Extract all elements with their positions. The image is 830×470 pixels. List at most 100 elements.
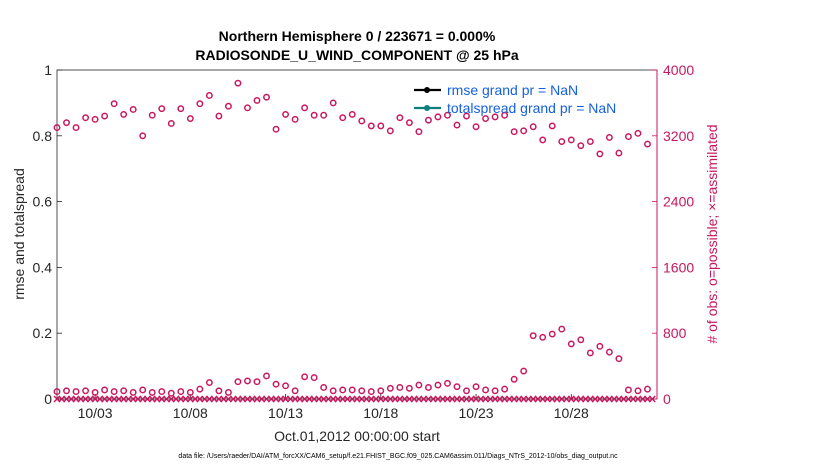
possible-obs-point [139,386,147,394]
x-tick-label: 10/23 [459,405,494,421]
possible-obs-point [482,115,490,122]
plot-area [56,69,658,400]
possible-obs-point [310,111,318,119]
possible-obs-point [129,388,137,396]
possible-obs-point [634,129,642,137]
possible-obs-point [215,112,223,120]
possible-obs-point [548,122,556,130]
possible-obs-point [529,123,537,131]
possible-obs-point [424,116,432,124]
possible-obs-point [377,122,385,130]
possible-obs-point [310,374,318,382]
right-axis: 0 800 1600 2400 3200 4000 [652,62,694,407]
data-file-footnote: data file: /Users/raeder/DAI/ATM_forcXX/… [178,453,618,460]
possible-obs-point [291,115,299,123]
data-marks [53,79,656,403]
possible-obs-point [205,379,213,386]
possible-obs-point [624,386,632,394]
possible-obs-point [624,133,632,141]
possible-obs-point [215,387,223,395]
left-tick-label: 0.8 [33,128,53,144]
possible-obs-point [405,384,413,392]
possible-obs-point [339,386,347,394]
possible-obs-point [158,105,166,113]
chart-subtitle: RADIOSONDE_U_WIND_COMPONENT @ 25 hPa [195,47,518,63]
right-tick-label: 3200 [663,128,694,144]
possible-obs-point [91,115,99,123]
possible-obs-point [529,332,537,340]
legend: rmse grand pr = NaN totalspread grand pr… [414,82,616,116]
possible-obs-point [186,388,194,396]
left-tick-label: 0 [44,391,52,407]
possible-obs-point [396,114,404,122]
possible-obs-point [253,378,261,386]
possible-obs-point [301,373,309,381]
possible-obs-point [234,79,242,87]
possible-obs-point [415,381,423,389]
possible-obs-point [53,124,61,132]
possible-obs-point [110,388,118,396]
possible-obs-point [205,92,213,99]
possible-obs-point [53,388,61,396]
possible-obs-point [434,113,442,121]
possible-obs-point [196,100,204,108]
possible-obs-point [444,111,451,119]
possible-obs-point [586,138,594,146]
possible-obs-point [491,387,499,395]
legend-rmse-marker [424,87,430,93]
legend-spread-marker [424,105,430,111]
possible-obs-point [139,132,147,140]
right-tick-label: 4000 [663,62,694,78]
possible-obs-point [424,384,432,391]
possible-obs-point [463,387,470,395]
possible-obs-point [386,384,394,392]
possible-obs-point [244,104,251,112]
possible-obs-point [263,372,270,380]
possible-obs-point [501,111,509,119]
possible-obs-point [186,115,194,122]
possible-obs-point [253,96,261,104]
possible-obs-point [120,387,128,395]
possible-obs-point [110,100,118,108]
possible-obs-point [472,123,480,131]
possible-obs-point [72,388,80,396]
possible-obs-point [615,149,623,157]
left-tick-label: 1 [44,62,52,78]
possible-obs-point [101,386,109,394]
possible-obs-point [367,122,375,130]
possible-obs-point [577,142,585,150]
possible-obs-point [415,128,423,136]
possible-obs-point [567,340,575,348]
possible-obs-point [196,385,204,393]
x-tick-label: 10/13 [268,405,303,421]
possible-obs-point [282,110,290,118]
possible-obs-point [644,385,651,393]
possible-obs-point [577,336,585,344]
possible-obs-point [548,330,556,338]
possible-obs-point [329,99,337,107]
possible-obs-point [453,121,461,129]
x-tick-label: 10/28 [554,405,589,421]
left-tick-label: 0.4 [33,259,53,275]
chart-title: Northern Hemisphere 0 / 223671 = 0.000% [219,28,496,44]
possible-obs-point [453,383,461,391]
possible-obs-point [586,349,594,357]
possible-obs-point [158,388,166,396]
possible-obs-point [167,389,175,397]
possible-obs-point [301,104,309,112]
possible-obs-point [615,355,623,363]
possible-obs-point [634,387,642,395]
possible-obs-point [339,114,347,122]
possible-obs-point [520,127,528,135]
right-tick-label: 0 [663,391,671,407]
left-axis: 0 0.2 0.4 0.6 0.8 1 [33,62,62,407]
possible-obs-point [244,377,251,385]
possible-obs-point [510,375,518,383]
possible-obs-point [63,387,70,395]
legend-rmse-label: rmse grand pr = NaN [447,82,578,98]
possible-obs-point [444,379,451,387]
possible-obs-point [129,106,137,113]
right-tick-label: 2400 [663,194,694,210]
possible-obs-point [405,119,413,127]
